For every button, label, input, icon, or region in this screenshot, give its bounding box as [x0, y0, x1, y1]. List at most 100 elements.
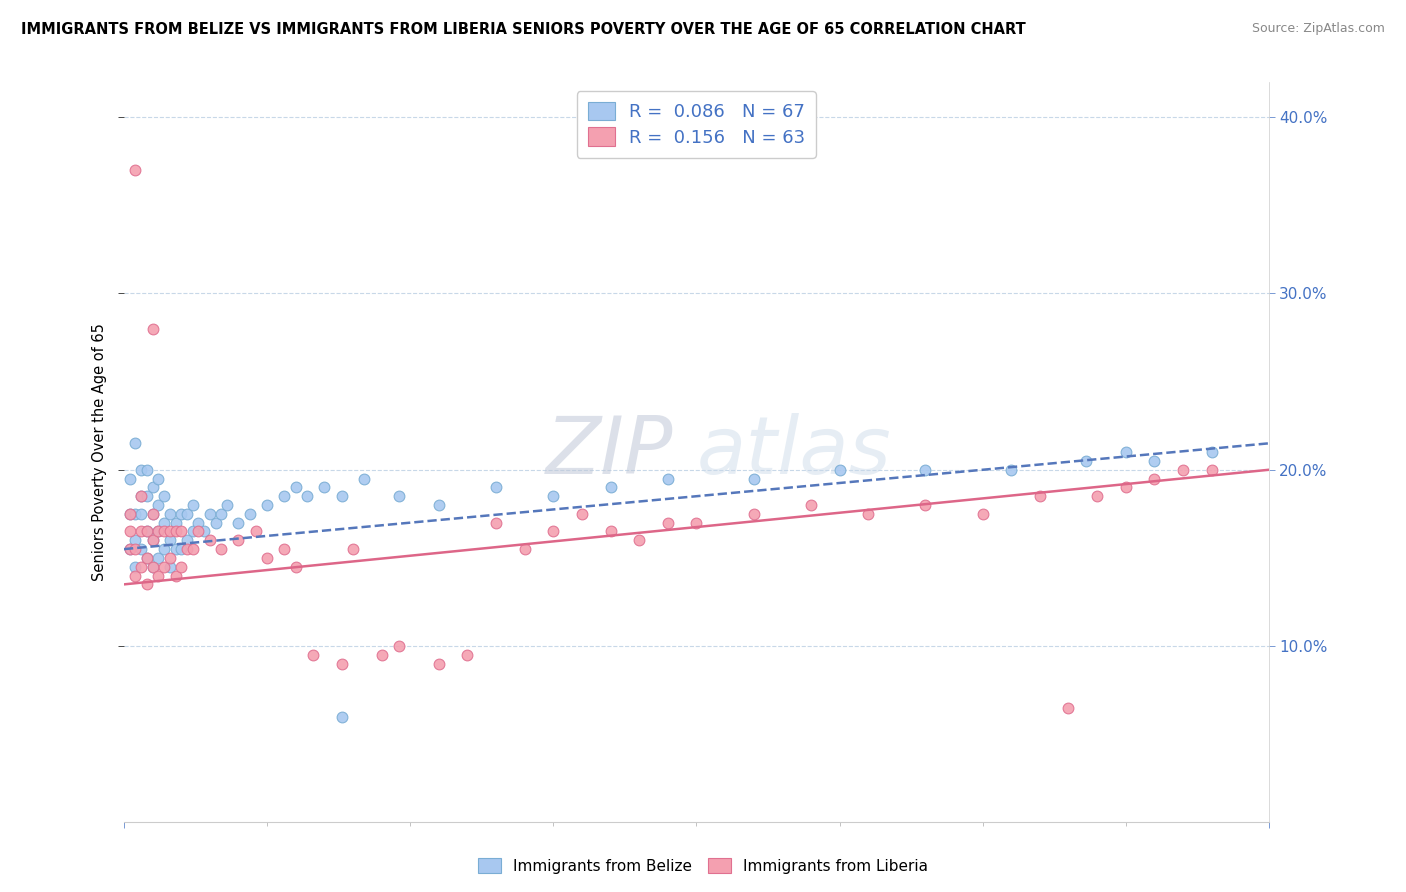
Point	[148, 498, 170, 512]
Text: Source: ZipAtlas.com: Source: ZipAtlas.com	[1251, 22, 1385, 36]
Point	[170, 559, 193, 574]
Point	[124, 568, 146, 582]
Point	[159, 533, 181, 548]
Point	[204, 516, 226, 530]
Point	[1143, 472, 1166, 486]
Text: atlas: atlas	[696, 413, 891, 491]
Point	[124, 559, 146, 574]
Text: ZIP: ZIP	[546, 413, 673, 491]
Point	[118, 542, 141, 557]
Point	[129, 463, 152, 477]
Point	[135, 524, 157, 539]
Point	[228, 533, 250, 548]
Point	[176, 533, 198, 548]
Point	[1057, 700, 1080, 714]
Point	[187, 524, 209, 539]
Point	[153, 516, 176, 530]
Point	[142, 322, 165, 336]
Point	[124, 507, 146, 521]
Point	[142, 533, 165, 548]
Point	[148, 550, 170, 565]
Point	[129, 559, 152, 574]
Point	[388, 639, 411, 653]
Point	[129, 542, 152, 557]
Point	[165, 568, 187, 582]
Point	[657, 472, 679, 486]
Point	[148, 472, 170, 486]
Point	[657, 516, 679, 530]
Point	[193, 524, 215, 539]
Point	[628, 533, 651, 548]
Point	[153, 524, 176, 539]
Point	[1029, 489, 1052, 503]
Point	[135, 550, 157, 565]
Point	[135, 524, 157, 539]
Point	[187, 516, 209, 530]
Point	[245, 524, 267, 539]
Point	[159, 559, 181, 574]
Point	[135, 550, 157, 565]
Point	[828, 463, 851, 477]
Point	[273, 489, 295, 503]
Point	[330, 657, 353, 671]
Point	[129, 524, 152, 539]
Point	[153, 559, 176, 574]
Point	[142, 507, 165, 521]
Point	[198, 533, 221, 548]
Point	[228, 516, 250, 530]
Point	[342, 542, 364, 557]
Point	[124, 163, 146, 178]
Point	[142, 533, 165, 548]
Point	[209, 542, 232, 557]
Point	[118, 507, 141, 521]
Point	[456, 648, 478, 662]
Point	[1201, 463, 1223, 477]
Point	[914, 463, 936, 477]
Point	[142, 507, 165, 521]
Point	[129, 489, 152, 503]
Point	[135, 489, 157, 503]
Point	[165, 524, 187, 539]
Point	[124, 542, 146, 557]
Point	[118, 507, 141, 521]
Point	[1074, 454, 1097, 468]
Point	[543, 489, 565, 503]
Point	[1143, 454, 1166, 468]
Point	[543, 524, 565, 539]
Point	[170, 542, 193, 557]
Point	[148, 568, 170, 582]
Point	[972, 507, 994, 521]
Point	[165, 542, 187, 557]
Point	[1201, 445, 1223, 459]
Point	[388, 489, 411, 503]
Point	[485, 516, 508, 530]
Point	[153, 489, 176, 503]
Point	[124, 533, 146, 548]
Point	[370, 648, 392, 662]
Point	[148, 524, 170, 539]
Point	[485, 480, 508, 494]
Point	[181, 524, 204, 539]
Point	[170, 507, 193, 521]
Point	[181, 498, 204, 512]
Point	[209, 507, 232, 521]
Point	[129, 507, 152, 521]
Point	[742, 472, 765, 486]
Point	[1171, 463, 1194, 477]
Point	[256, 498, 278, 512]
Point	[353, 472, 375, 486]
Point	[1115, 480, 1137, 494]
Point	[165, 516, 187, 530]
Point	[129, 489, 152, 503]
Point	[284, 559, 307, 574]
Point	[1000, 463, 1022, 477]
Point	[914, 498, 936, 512]
Point	[142, 559, 165, 574]
Point	[295, 489, 318, 503]
Point	[284, 480, 307, 494]
Point	[330, 709, 353, 723]
Point	[142, 480, 165, 494]
Point	[170, 524, 193, 539]
Point	[571, 507, 593, 521]
Point	[599, 524, 621, 539]
